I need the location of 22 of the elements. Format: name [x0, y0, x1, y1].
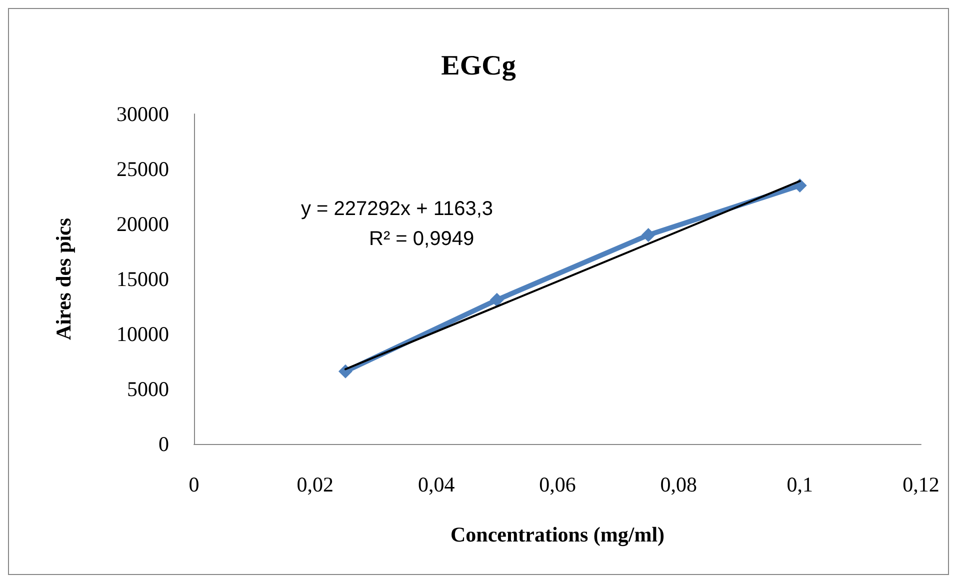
y-axis-title: Aires des pics	[52, 218, 76, 340]
x-axis-title: Concentrations (mg/ml)	[450, 522, 665, 546]
y-tick-label: 20000	[116, 212, 169, 236]
point	[490, 292, 504, 307]
y-tick-label: 5000	[127, 377, 169, 401]
y-tick-label: 30000	[116, 102, 169, 126]
x-tick-label: 0,02	[296, 472, 334, 496]
x-tick-label: 0,04	[418, 472, 456, 496]
x-tick-label: 0,1	[786, 472, 813, 496]
y-tick-label: 0	[158, 432, 169, 456]
chart-title: EGCg	[441, 50, 516, 82]
x-tick-label: 0,12	[902, 472, 940, 496]
y-tick-label: 15000	[116, 267, 169, 291]
x-tick-label: 0	[188, 472, 200, 496]
annotation: y = 227292x + 1163,3	[301, 198, 494, 220]
y-tick-label: 25000	[116, 157, 169, 181]
point	[641, 228, 656, 242]
x-tick-label: 0,08	[660, 472, 698, 496]
point	[338, 364, 352, 378]
annotation: R² = 0,9949	[369, 228, 474, 250]
x-tick-label: 0,06	[539, 472, 576, 496]
y-tick-label: 10000	[116, 322, 169, 346]
